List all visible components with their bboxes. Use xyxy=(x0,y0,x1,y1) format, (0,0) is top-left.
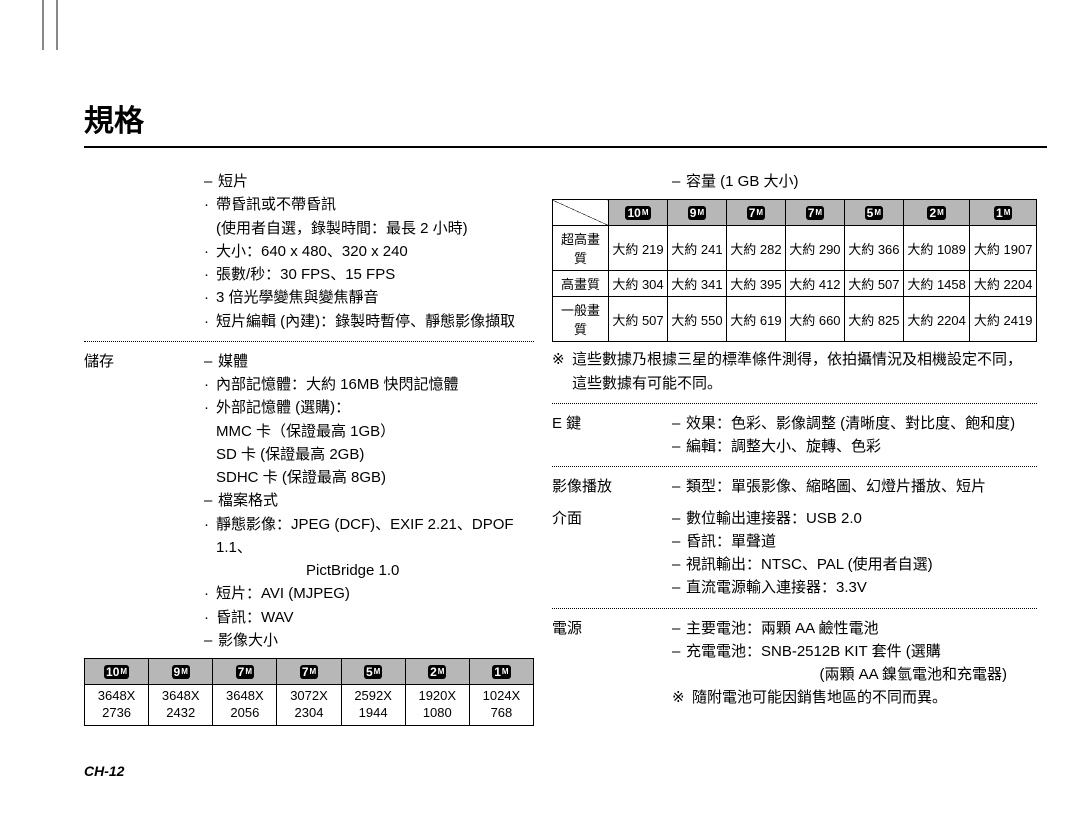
capacity-table: 10M 9M 7M 7M 5M 2M 1M 超高畫質 大約 219 大約 241… xyxy=(552,199,1037,342)
power-item: (兩顆 AA 鎳氫電池和充電器) xyxy=(672,663,1037,686)
ekey-item: 效果：色彩、影像調整 (清晰度、對比度、飽和度) xyxy=(686,412,1037,435)
page-content: 規格 –短片 ·帶昏訊或不帶昏訊 (使用者自選，錄製時間：最長 2 小時) ·大… xyxy=(84,96,1047,726)
media-item: MMC 卡（保證最高 1GB） xyxy=(204,420,534,443)
table-row: 高畫質 大約 304 大約 341 大約 395 大約 412 大約 507 大… xyxy=(553,271,1037,297)
divider xyxy=(552,608,1037,609)
movie-item: 3 倍光學變焦與變焦靜音 xyxy=(216,286,534,309)
storage-label: 儲存 xyxy=(84,350,204,373)
columns: –短片 ·帶昏訊或不帶昏訊 (使用者自選，錄製時間：最長 2 小時) ·大小：6… xyxy=(84,170,1047,726)
iface-item: 數位輸出連接器：USB 2.0 xyxy=(686,507,1037,530)
right-column: –容量 (1 GB 大小) 10M 9M 7M 7M 5M 2M 1M 超高畫質… xyxy=(552,170,1037,726)
interface-label: 介面 xyxy=(552,507,672,530)
fileformat-item: 靜態影像：JPEG (DCF)、EXIF 2.21、DPOF 1.1、 xyxy=(216,513,534,560)
page-number: CH-12 xyxy=(84,763,124,779)
fileformat-item: 昏訊：WAV xyxy=(216,606,534,629)
divider xyxy=(84,341,534,342)
diag-cell xyxy=(553,200,609,226)
power-item: 主要電池：兩顆 AA 鹼性電池 xyxy=(686,617,1037,640)
table-row: 3648X2736 3648X2432 3648X2056 3072X2304 … xyxy=(85,685,534,726)
movie-item: 張數/秒：30 FPS、15 FPS xyxy=(216,263,534,286)
iface-item: 直流電源輸入連接器：3.3V xyxy=(686,576,1037,599)
ekey-label: E 鍵 xyxy=(552,412,672,435)
image-size-table: 10M 9M 7M 7M 5M 2M 1M 3648X2736 3648X243… xyxy=(84,658,534,726)
movie-item: 短片編輯 (內建)：錄製時暫停、靜態影像擷取 xyxy=(216,310,534,333)
table-row: 一般畫質 大約 507 大約 550 大約 619 大約 660 大約 825 … xyxy=(553,297,1037,342)
binder-mark xyxy=(42,0,58,50)
ekey-item: 編輯：調整大小、旋轉、色彩 xyxy=(686,435,1037,458)
imagesize-header: 影像大小 xyxy=(218,629,534,652)
movie-item: (使用者自選，錄製時間：最長 2 小時) xyxy=(204,217,534,240)
movie-item: 大小：640 x 480、320 x 240 xyxy=(216,240,534,263)
page-title: 規格 xyxy=(84,96,1047,148)
media-item: SDHC 卡 (保證最高 8GB) xyxy=(204,466,534,489)
playback-label: 影像播放 xyxy=(552,475,672,498)
table-note: ※ 這些數據乃根據三星的標準條件測得，依拍攝情況及相機設定不同，這些數據有可能不… xyxy=(552,348,1037,395)
playback-item: 類型：單張影像、縮略圖、幻燈片播放、短片 xyxy=(686,475,1037,498)
ekey-section: E 鍵 –效果：色彩、影像調整 (清晰度、對比度、飽和度) –編輯：調整大小、旋… xyxy=(552,412,1037,459)
media-item: 內部記憶體：大約 16MB 快閃記憶體 xyxy=(216,373,534,396)
storage-section: 儲存 –媒體 ·內部記憶體：大約 16MB 快閃記憶體 ·外部記憶體 (選購)：… xyxy=(84,350,534,652)
media-item: 外部記憶體 (選購)： xyxy=(216,396,534,419)
power-section: 電源 –主要電池：兩顆 AA 鹼性電池 –充電電池：SNB-2512B KIT … xyxy=(552,617,1037,710)
divider xyxy=(552,466,1037,467)
fileformat-item: 短片：AVI (MJPEG) xyxy=(216,582,534,605)
left-column: –短片 ·帶昏訊或不帶昏訊 (使用者自選，錄製時間：最長 2 小時) ·大小：6… xyxy=(84,170,534,726)
playback-section: 影像播放 –類型：單張影像、縮略圖、幻燈片播放、短片 xyxy=(552,475,1037,498)
table-header-row: 10M 9M 7M 7M 5M 2M 1M xyxy=(85,659,534,685)
media-header: 媒體 xyxy=(218,350,534,373)
divider xyxy=(552,403,1037,404)
movie-item: 帶昏訊或不帶昏訊 xyxy=(216,193,534,216)
power-item: 充電電池：SNB-2512B KIT 套件 (選購 xyxy=(686,640,1037,663)
power-note: ※ 隨附電池可能因銷售地區的不同而異。 xyxy=(672,686,1037,709)
capacity-header: 容量 (1 GB 大小) xyxy=(686,170,1037,193)
table-row: 超高畫質 大約 219 大約 241 大約 282 大約 290 大約 366 … xyxy=(553,226,1037,271)
capacity-section: –容量 (1 GB 大小) xyxy=(552,170,1037,193)
iface-item: 昏訊：單聲道 xyxy=(686,530,1037,553)
media-item: SD 卡 (保證最高 2GB) xyxy=(204,443,534,466)
iface-item: 視訊輸出：NTSC、PAL (使用者自選) xyxy=(686,553,1037,576)
power-label: 電源 xyxy=(552,617,672,640)
fileformat-header: 檔案格式 xyxy=(218,489,534,512)
interface-section: 介面 –數位輸出連接器：USB 2.0 –昏訊：單聲道 –視訊輸出：NTSC、P… xyxy=(552,507,1037,600)
movie-section: –短片 ·帶昏訊或不帶昏訊 (使用者自選，錄製時間：最長 2 小時) ·大小：6… xyxy=(84,170,534,333)
fileformat-item: PictBridge 1.0 xyxy=(204,559,534,582)
table-header-row: 10M 9M 7M 7M 5M 2M 1M xyxy=(553,200,1037,226)
movie-header: 短片 xyxy=(218,170,534,193)
